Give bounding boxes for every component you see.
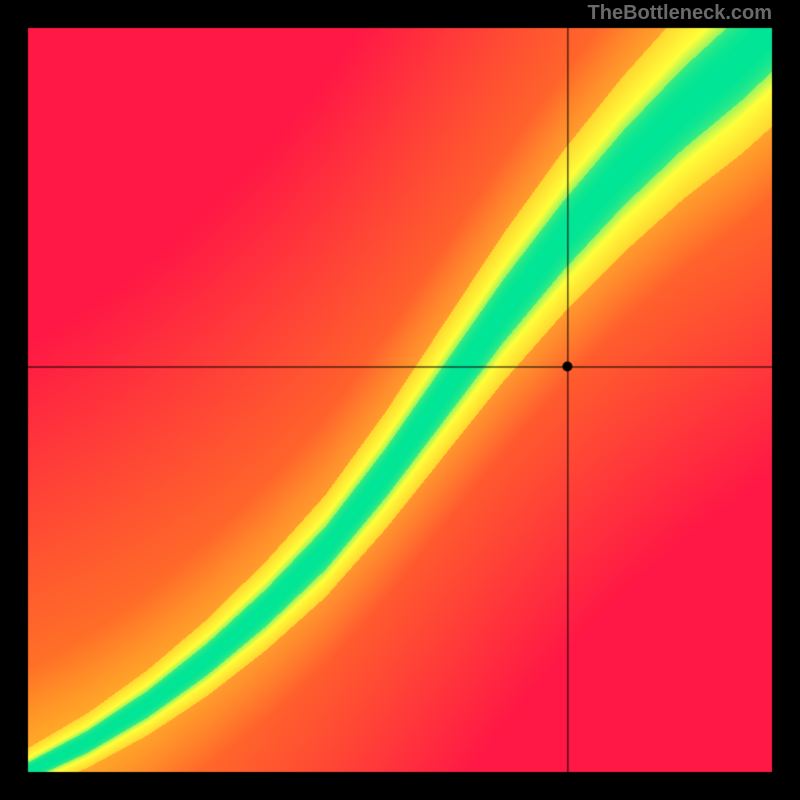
chart-container: TheBottleneck.com xyxy=(0,0,800,800)
attribution-label: TheBottleneck.com xyxy=(588,2,772,25)
bottleneck-heatmap xyxy=(0,0,800,800)
